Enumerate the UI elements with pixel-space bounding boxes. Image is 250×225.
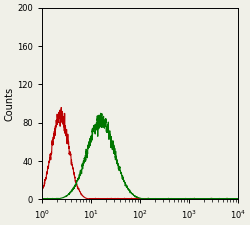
Y-axis label: Counts: Counts [4, 86, 14, 121]
